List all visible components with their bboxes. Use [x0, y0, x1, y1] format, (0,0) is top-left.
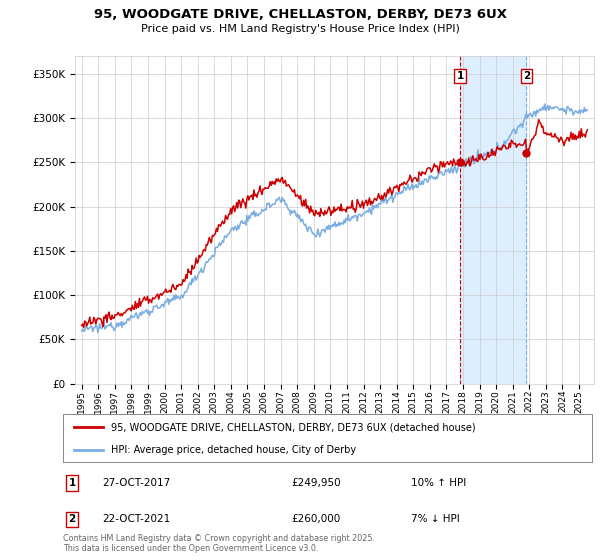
- Text: 7% ↓ HPI: 7% ↓ HPI: [411, 515, 460, 524]
- Text: 10% ↑ HPI: 10% ↑ HPI: [411, 478, 466, 488]
- Text: 95, WOODGATE DRIVE, CHELLASTON, DERBY, DE73 6UX: 95, WOODGATE DRIVE, CHELLASTON, DERBY, D…: [94, 8, 506, 21]
- Text: £260,000: £260,000: [291, 515, 340, 524]
- Text: 1: 1: [68, 478, 76, 488]
- Text: HPI: Average price, detached house, City of Derby: HPI: Average price, detached house, City…: [110, 445, 356, 455]
- Text: 95, WOODGATE DRIVE, CHELLASTON, DERBY, DE73 6UX (detached house): 95, WOODGATE DRIVE, CHELLASTON, DERBY, D…: [110, 422, 475, 432]
- Text: 22-OCT-2021: 22-OCT-2021: [102, 515, 170, 524]
- Text: 1: 1: [457, 71, 464, 81]
- Text: 2: 2: [68, 515, 76, 524]
- Bar: [460, 56, 526, 384]
- Text: 27-OCT-2017: 27-OCT-2017: [102, 478, 170, 488]
- Text: £249,950: £249,950: [291, 478, 341, 488]
- Text: Price paid vs. HM Land Registry's House Price Index (HPI): Price paid vs. HM Land Registry's House …: [140, 24, 460, 34]
- Text: Contains HM Land Registry data © Crown copyright and database right 2025.
This d: Contains HM Land Registry data © Crown c…: [63, 534, 375, 553]
- Text: 2: 2: [523, 71, 530, 81]
